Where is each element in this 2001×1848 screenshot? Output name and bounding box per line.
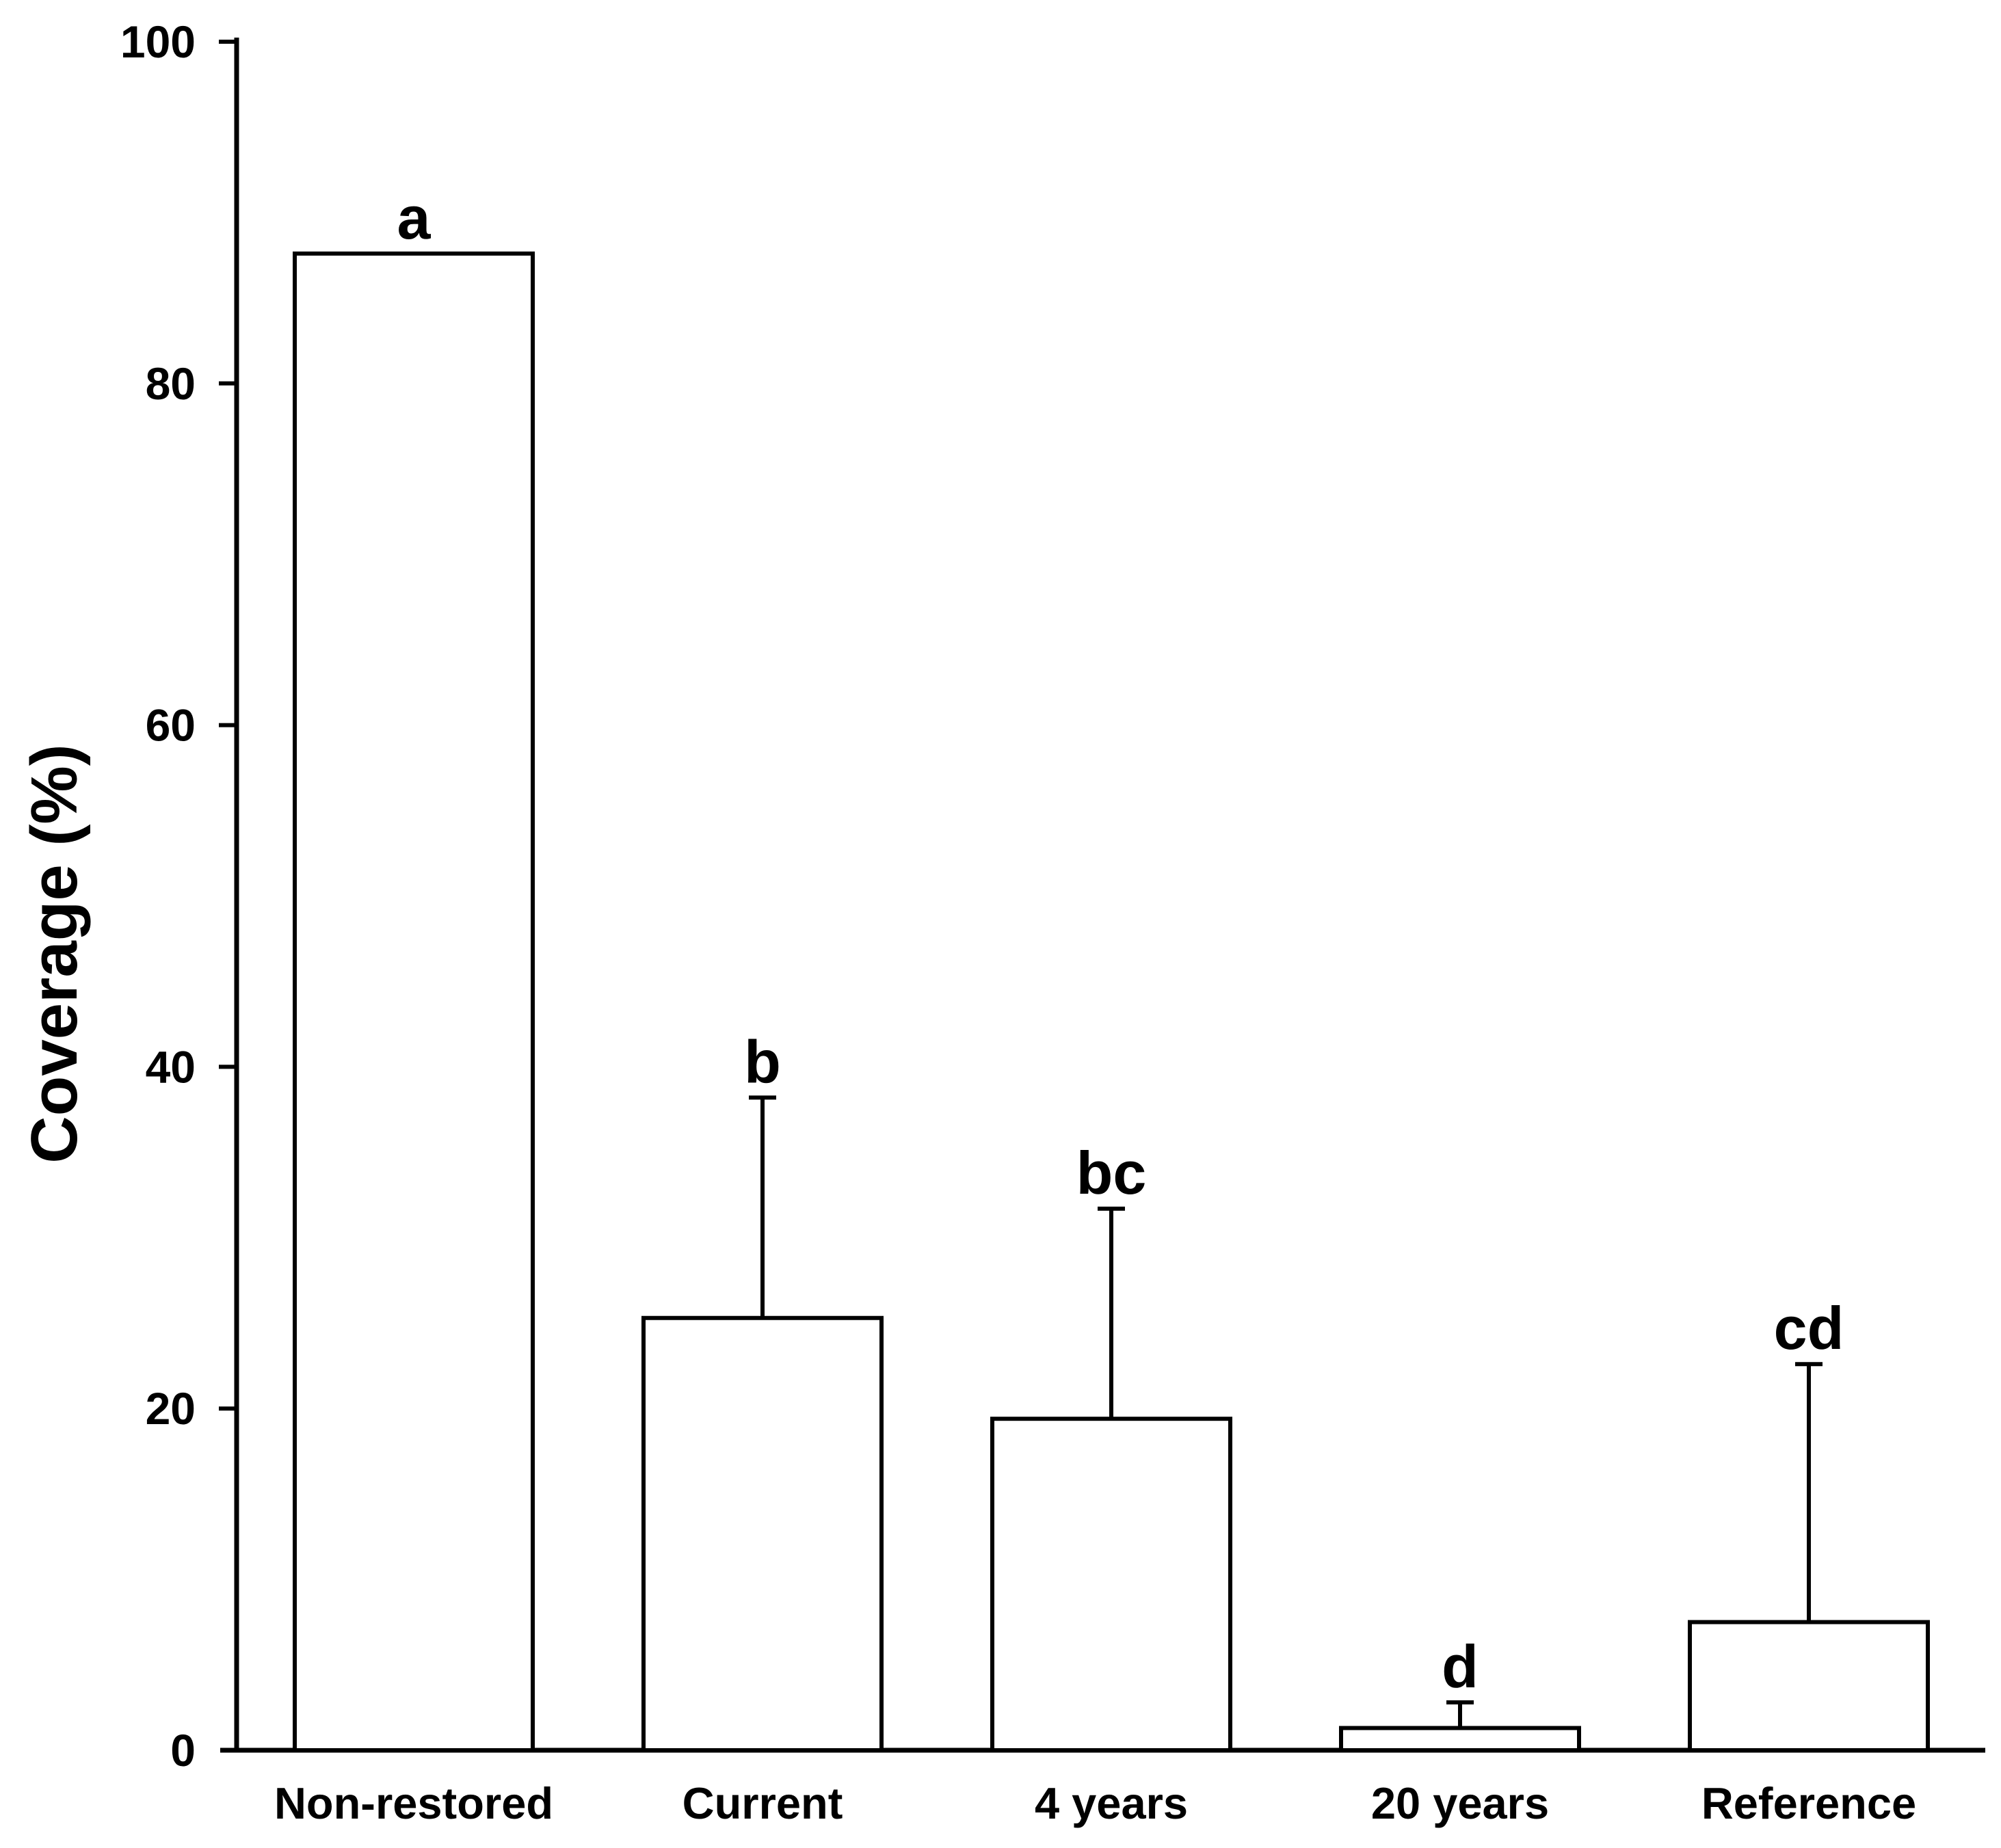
bar: [1339, 1726, 1581, 1752]
x-category-label: Current: [683, 1778, 843, 1828]
bar: [293, 251, 535, 1753]
y-tick-label: 20: [146, 1383, 196, 1434]
y-tick-label: 0: [170, 1725, 196, 1776]
y-axis-title: Coverage (%): [18, 744, 91, 1164]
y-tick-label: 100: [120, 16, 196, 67]
significance-letter: d: [1442, 1633, 1479, 1700]
bar: [641, 1315, 884, 1753]
significance-letter: a: [397, 184, 432, 252]
significance-letter: b: [744, 1028, 781, 1095]
x-category-label: 20 years: [1371, 1778, 1549, 1828]
x-category-label: Non-restored: [274, 1778, 553, 1828]
x-category-label: 4 years: [1035, 1778, 1188, 1828]
significance-letter: bc: [1076, 1139, 1147, 1207]
y-tick-label: 40: [146, 1041, 196, 1092]
bar: [990, 1417, 1232, 1753]
significance-letter: cd: [1774, 1294, 1844, 1362]
x-category-label: Reference: [1701, 1778, 1916, 1828]
y-tick-label: 80: [146, 358, 196, 409]
y-tick-label: 60: [146, 700, 196, 751]
bar: [1688, 1620, 1930, 1752]
